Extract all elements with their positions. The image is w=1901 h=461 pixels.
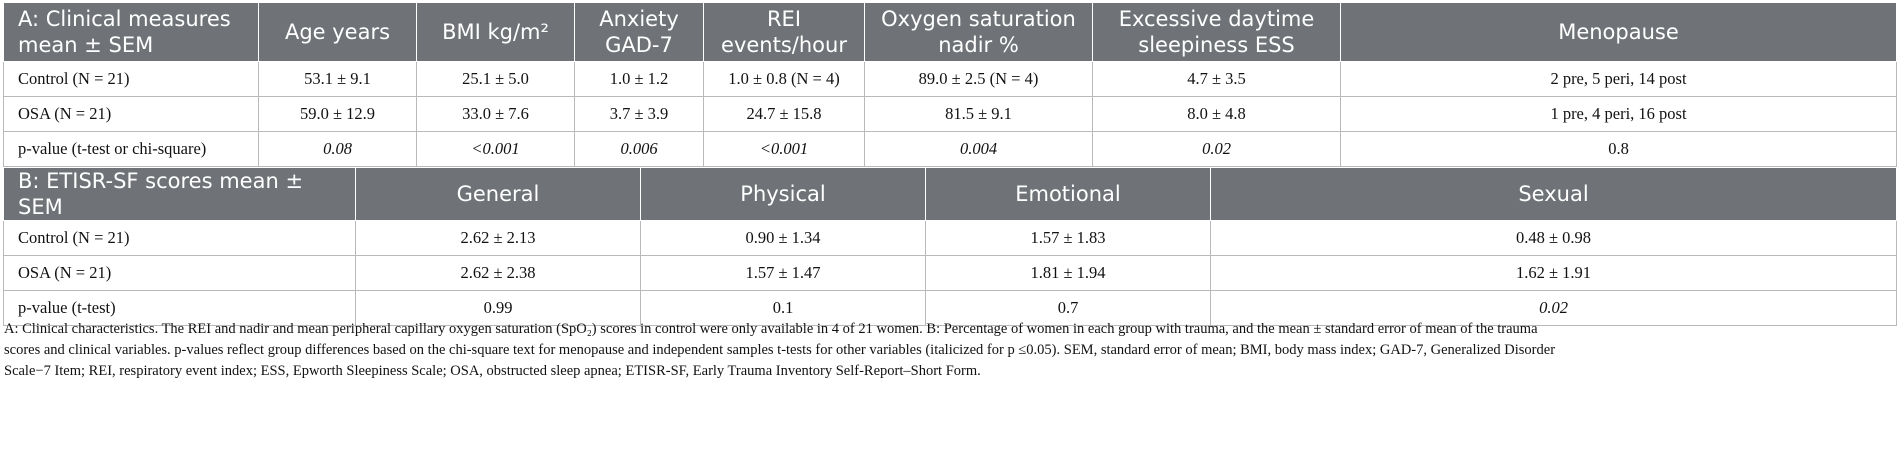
- table-cell: 2.62 ± 2.38: [355, 255, 641, 291]
- p-value-cell: 0.08: [258, 131, 417, 167]
- table-cell: 89.0 ± 2.5 (N = 4): [864, 61, 1093, 97]
- footnote-line: A: Clinical characteristics. The REI and…: [4, 321, 1538, 337]
- table-cell: 1.0 ± 0.8 (N = 4): [703, 61, 865, 97]
- column-header: Sexual: [1210, 167, 1897, 221]
- p-value-cell: 0.02: [1210, 290, 1897, 326]
- row-label: Control (N = 21): [3, 220, 356, 256]
- clinical-measures-table: A: Clinical measures mean ± SEM Age year…: [3, 2, 1897, 167]
- table-row: Control (N = 21) 53.1 ± 9.1 25.1 ± 5.0 1…: [3, 61, 1897, 97]
- column-header: Physical: [640, 167, 926, 221]
- table-cell: 8.0 ± 4.8: [1092, 96, 1341, 132]
- table-cell: 0.90 ± 1.34: [640, 220, 926, 256]
- table-cell: 2.62 ± 2.13: [355, 220, 641, 256]
- table-cell: 24.7 ± 15.8: [703, 96, 865, 132]
- table-b-title: B: ETISR-SF scores mean ± SEM: [3, 167, 356, 221]
- p-value-cell: 0.7: [925, 290, 1211, 326]
- etisr-sf-table: B: ETISR-SF scores mean ± SEM General Ph…: [3, 167, 1897, 326]
- p-value-cell: 0.8: [1340, 131, 1897, 167]
- column-header: BMI kg/m²: [416, 2, 575, 62]
- column-header: Menopause: [1340, 2, 1897, 62]
- table-cell: 1.57 ± 1.47: [640, 255, 926, 291]
- table-cell: 0.48 ± 0.98: [1210, 220, 1897, 256]
- table-cell: 2 pre, 5 peri, 14 post: [1340, 61, 1897, 97]
- table-cell: 1 pre, 4 peri, 16 post: [1340, 96, 1897, 132]
- p-value-cell: 0.004: [864, 131, 1093, 167]
- table-cell: 81.5 ± 9.1: [864, 96, 1093, 132]
- column-header: Anxiety GAD-7: [574, 2, 704, 62]
- row-label: OSA (N = 21): [3, 96, 259, 132]
- p-value-cell: 0.99: [355, 290, 641, 326]
- row-label: Control (N = 21): [3, 61, 259, 97]
- table-row: Control (N = 21) 2.62 ± 2.13 0.90 ± 1.34…: [3, 220, 1897, 256]
- table-footnote: A: Clinical characteristics. The REI and…: [4, 319, 1894, 382]
- table-container: A: Clinical measures mean ± SEM Age year…: [3, 2, 1897, 326]
- table-cell: 3.7 ± 3.9: [574, 96, 704, 132]
- column-header: Excessive daytime sleepiness ESS: [1092, 2, 1341, 62]
- row-label: p-value (t-test): [3, 290, 356, 326]
- row-label: p-value (t-test or chi-square): [3, 131, 259, 167]
- p-value-cell: <0.001: [416, 131, 575, 167]
- table-row: p-value (t-test) 0.99 0.1 0.7 0.02: [3, 290, 1897, 326]
- column-header: General: [355, 167, 641, 221]
- row-label: OSA (N = 21): [3, 255, 356, 291]
- p-value-cell: 0.02: [1092, 131, 1341, 167]
- table-b-header-row: B: ETISR-SF scores mean ± SEM General Ph…: [3, 167, 1897, 221]
- column-header: Emotional: [925, 167, 1211, 221]
- table-a-header-row: A: Clinical measures mean ± SEM Age year…: [3, 2, 1897, 62]
- table-cell: 25.1 ± 5.0: [416, 61, 575, 97]
- footnote-line: Scale−7 Item; REI, respiratory event ind…: [4, 363, 981, 379]
- table-row: OSA (N = 21) 2.62 ± 2.38 1.57 ± 1.47 1.8…: [3, 255, 1897, 291]
- table-cell: 1.81 ± 1.94: [925, 255, 1211, 291]
- p-value-cell: 0.006: [574, 131, 704, 167]
- table-a-title: A: Clinical measures mean ± SEM: [3, 2, 259, 62]
- table-row: p-value (t-test or chi-square) 0.08 <0.0…: [3, 131, 1897, 167]
- column-header: REI events/hour: [703, 2, 865, 62]
- table-cell: 1.57 ± 1.83: [925, 220, 1211, 256]
- table-cell: 53.1 ± 9.1: [258, 61, 417, 97]
- table-row: OSA (N = 21) 59.0 ± 12.9 33.0 ± 7.6 3.7 …: [3, 96, 1897, 132]
- table-cell: 1.0 ± 1.2: [574, 61, 704, 97]
- column-header: Oxygen saturation nadir %: [864, 2, 1093, 62]
- table-cell: 33.0 ± 7.6: [416, 96, 575, 132]
- table-cell: 4.7 ± 3.5: [1092, 61, 1341, 97]
- table-cell: 1.62 ± 1.91: [1210, 255, 1897, 291]
- table-cell: 59.0 ± 12.9: [258, 96, 417, 132]
- column-header: Age years: [258, 2, 417, 62]
- p-value-cell: <0.001: [703, 131, 865, 167]
- footnote-line: scores and clinical variables. p-values …: [4, 342, 1556, 358]
